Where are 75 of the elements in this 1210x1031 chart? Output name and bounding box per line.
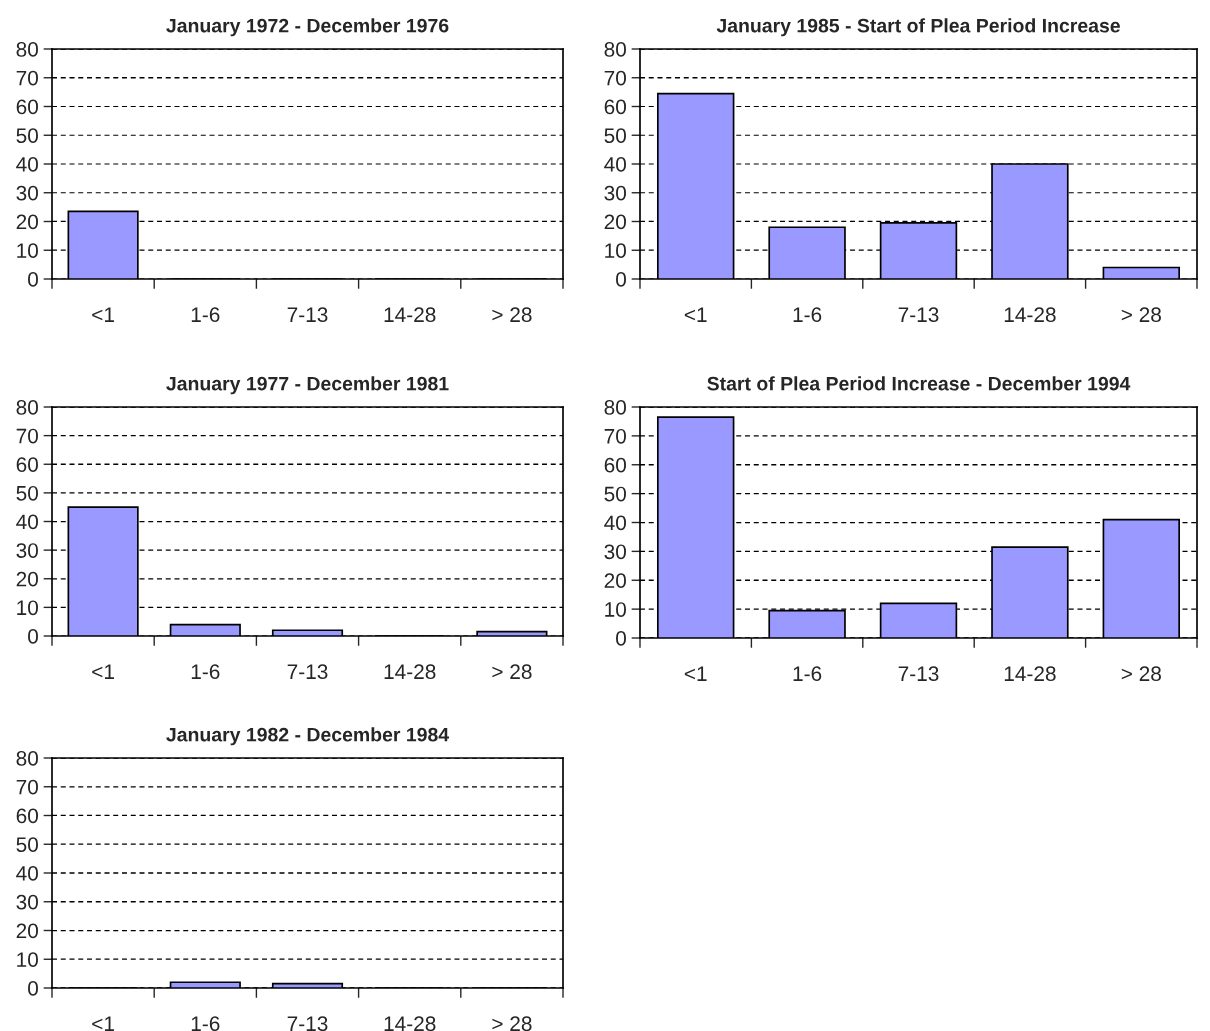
x-tick-label: 1-6 (793, 666, 822, 682)
x-tick-label: <1 (684, 666, 707, 681)
x-tick-label: > 28 (492, 1016, 532, 1031)
y-tick-label: 0 (616, 631, 626, 646)
y-tick-label: 80 (16, 751, 38, 766)
y-tick-label: 50 (16, 485, 38, 501)
y-tick-label: 70 (604, 428, 626, 444)
x-tick-label: 14-28 (384, 307, 436, 323)
y-tick-label: 20 (604, 573, 626, 588)
chart-title: January 1982 - December 1984 (166, 727, 450, 746)
y-tick-label: 30 (604, 185, 626, 201)
y-tick-label: 60 (16, 808, 38, 824)
x-tick-label: <1 (684, 307, 707, 322)
y-tick-label: 50 (604, 486, 626, 502)
y-tick-label: 70 (16, 428, 38, 444)
x-tick-label: 1-6 (191, 664, 220, 680)
x-tick-label: 1-6 (191, 307, 220, 323)
y-tick-label: 20 (604, 214, 626, 230)
y-tick-label: 80 (604, 400, 626, 415)
chart-title: Start of Plea Period Increase - December 1994 (707, 376, 1131, 391)
y-tick-label: 40 (16, 514, 38, 530)
y-tick-label: 10 (17, 243, 38, 258)
y-tick-label: 40 (604, 157, 626, 172)
x-tick-label: 14-28 (1004, 307, 1056, 323)
y-tick-label: 80 (16, 400, 38, 415)
y-tick-label: 0 (28, 629, 38, 644)
x-tick-label: 7-13 (898, 307, 939, 323)
y-tick-label: 10 (605, 602, 626, 617)
x-tick-label: > 28 (1121, 307, 1161, 323)
y-tick-label: 20 (16, 571, 38, 587)
x-tick-label: <1 (92, 307, 114, 322)
y-tick-label: 70 (16, 779, 38, 795)
y-tick-label: 20 (16, 214, 38, 230)
chart-title: January 1972 - December 1976 (166, 18, 449, 37)
y-tick-label: 20 (16, 923, 38, 939)
chart-title: January 1977 - December 1981 (166, 376, 449, 395)
x-tick-label: 7-13 (287, 1016, 328, 1031)
y-tick-label: 30 (16, 894, 38, 910)
x-tick-label: 14-28 (384, 664, 436, 680)
y-tick-label: 10 (17, 600, 38, 616)
y-tick-label: 50 (604, 128, 626, 143)
x-tick-label: 1-6 (191, 1016, 220, 1031)
y-tick-label: 0 (616, 272, 626, 287)
y-tick-label: 0 (28, 272, 38, 287)
chart-title: January 1985 - Start of Plea Period Increase (716, 18, 1120, 37)
y-tick-label: 60 (604, 99, 626, 115)
x-tick-label: > 28 (492, 664, 532, 680)
y-tick-label: 0 (28, 981, 38, 996)
y-tick-label: 70 (16, 70, 38, 86)
x-tick-label: 7-13 (287, 307, 328, 323)
y-tick-label: 60 (16, 457, 38, 472)
y-tick-label: 80 (604, 42, 626, 57)
y-tick-label: 10 (605, 243, 626, 258)
x-tick-label: 7-13 (898, 666, 939, 682)
y-tick-label: 40 (16, 866, 38, 881)
y-tick-label: 30 (604, 544, 626, 560)
x-tick-label: <1 (92, 664, 114, 679)
y-tick-label: 60 (16, 99, 38, 115)
y-tick-label: 10 (17, 952, 38, 967)
y-tick-label: 70 (604, 70, 626, 86)
y-tick-label: 30 (16, 543, 38, 558)
y-tick-label: 40 (604, 515, 626, 531)
y-tick-label: 50 (16, 128, 38, 143)
y-tick-label: 40 (16, 157, 38, 172)
x-tick-label: > 28 (1121, 666, 1161, 682)
x-tick-label: 14-28 (1004, 666, 1056, 682)
x-tick-label: 14-28 (384, 1016, 436, 1031)
y-tick-label: 80 (16, 42, 38, 57)
x-tick-label: > 28 (492, 307, 532, 323)
y-tick-label: 50 (16, 837, 38, 852)
y-tick-label: 30 (16, 185, 38, 201)
x-tick-label: 1-6 (793, 307, 822, 323)
y-tick-label: 60 (604, 457, 626, 473)
x-tick-label: <1 (92, 1016, 114, 1031)
x-tick-label: 7-13 (287, 664, 328, 680)
